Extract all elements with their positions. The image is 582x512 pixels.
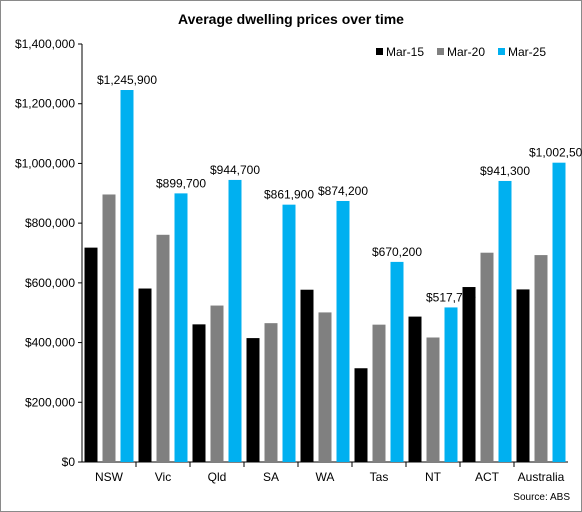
legend-swatch-mar-25 xyxy=(498,48,505,55)
bar-mar-15-tas xyxy=(354,368,368,462)
bar-mar-20-australia xyxy=(534,255,548,462)
y-tick-label: $1,000,000 xyxy=(15,156,75,170)
data-label-wa: $874,200 xyxy=(318,184,368,198)
x-tick-label: WA xyxy=(316,470,335,484)
data-label-sa: $861,900 xyxy=(264,188,314,202)
x-tick-label: Vic xyxy=(155,470,171,484)
y-axis: $0 $200,000 $400,000 $600,000 $800,000 $1,000… xyxy=(15,37,83,469)
x-tick-label: ACT xyxy=(475,470,500,484)
x-tick-label: SA xyxy=(263,470,279,484)
bar-mar-25-nt xyxy=(444,307,458,462)
bar-mar-15-australia xyxy=(516,289,530,462)
legend-label-mar-20: Mar-20 xyxy=(447,45,485,59)
bar-mar-15-qld xyxy=(192,324,206,462)
y-tick-label: $600,000 xyxy=(25,276,75,290)
x-tick-label: Tas xyxy=(370,470,389,484)
bar-mar-20-wa xyxy=(318,312,332,462)
x-tick-label: NSW xyxy=(95,470,124,484)
legend-swatch-mar-20 xyxy=(437,48,444,55)
bar-mar-20-nt xyxy=(426,337,440,462)
y-tick-label: $800,000 xyxy=(25,216,75,230)
bar-mar-25-vic xyxy=(174,193,188,462)
bar-mar-20-vic xyxy=(156,234,170,462)
legend-swatch-mar-15 xyxy=(376,48,383,55)
data-label-act: $941,300 xyxy=(480,164,530,178)
y-tick-label: $0 xyxy=(62,455,76,469)
x-tick-label: Qld xyxy=(208,470,227,484)
bar-mar-15-nt xyxy=(408,316,422,462)
data-label-australia: $1,002,500 xyxy=(529,146,582,160)
chart-title: Average dwelling prices over time xyxy=(178,11,404,27)
bar-mar-25-qld xyxy=(228,179,242,462)
bars xyxy=(84,90,566,463)
bar-mar-20-tas xyxy=(372,324,386,462)
bar-mar-15-nsw xyxy=(84,247,98,462)
legend-label-mar-15: Mar-15 xyxy=(386,45,424,59)
bar-mar-25-sa xyxy=(282,204,296,462)
x-tick-label: Australia xyxy=(518,470,565,484)
data-label-vic: $899,700 xyxy=(156,176,206,190)
x-axis: NSW Vic Qld SA WA Tas NT ACT Australia xyxy=(82,461,568,484)
bar-mar-25-wa xyxy=(336,200,350,462)
bar-mar-20-sa xyxy=(264,323,278,462)
y-tick-label: $1,200,000 xyxy=(15,97,75,111)
bar-mar-20-qld xyxy=(210,305,224,462)
bar-mar-20-act xyxy=(480,252,494,462)
data-label-nsw: $1,245,900 xyxy=(97,73,157,87)
bar-mar-15-act xyxy=(462,287,476,462)
bar-mar-15-vic xyxy=(138,288,152,462)
bar-mar-25-act xyxy=(498,180,512,462)
bar-mar-25-nsw xyxy=(120,90,134,462)
bar-mar-20-nsw xyxy=(102,194,116,463)
legend-label-mar-25: Mar-25 xyxy=(508,45,546,59)
bar-mar-25-tas xyxy=(390,261,404,462)
y-tick-label: $400,000 xyxy=(25,336,75,350)
data-label-tas: $670,200 xyxy=(372,245,422,259)
x-tick-label: NT xyxy=(425,470,442,484)
data-label-qld: $944,700 xyxy=(210,163,260,177)
bar-mar-15-wa xyxy=(300,289,314,462)
source-note: Source: ABS xyxy=(513,492,570,503)
y-tick-label: $200,000 xyxy=(25,395,75,409)
bar-mar-25-australia xyxy=(552,162,566,463)
bar-mar-15-sa xyxy=(246,338,260,462)
y-tick-label: $1,400,000 xyxy=(15,37,75,51)
data-label-nt: $517,700 xyxy=(426,290,476,304)
data-labels: $1,245,900 $899,700 $944,700 $861,900 $874,2… xyxy=(97,73,582,304)
legend: Mar-15 Mar-20 Mar-25 xyxy=(376,45,546,59)
